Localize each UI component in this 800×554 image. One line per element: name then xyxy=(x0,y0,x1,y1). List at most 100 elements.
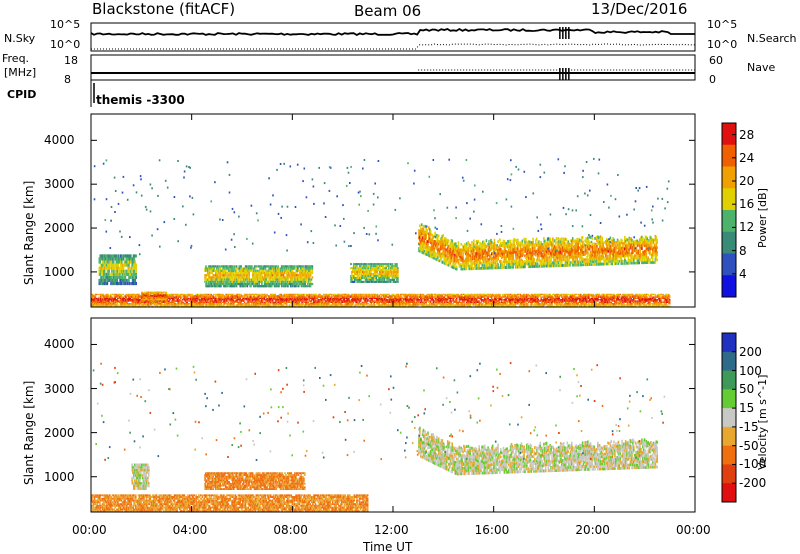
echo-cell xyxy=(297,297,300,300)
echo-cell xyxy=(217,297,220,300)
echo-cell xyxy=(195,297,197,300)
echo-cell xyxy=(295,299,297,301)
echo-cell xyxy=(650,303,652,305)
echo-cell xyxy=(425,301,427,303)
echo-cell xyxy=(524,300,526,302)
echo-cell xyxy=(498,297,500,300)
echo-cell xyxy=(127,300,130,302)
echo-cell xyxy=(391,297,393,300)
echo-cell xyxy=(515,299,517,301)
echo-cell xyxy=(195,293,197,296)
echo-cell xyxy=(116,296,118,298)
echo-cell xyxy=(585,305,587,307)
echo-cell xyxy=(518,305,521,307)
echo-cell xyxy=(663,300,666,302)
echo-cell xyxy=(601,301,604,303)
echo-cell xyxy=(607,303,610,305)
echo-cell xyxy=(314,300,317,302)
echo-cell xyxy=(349,296,352,298)
echo-cell xyxy=(207,296,210,298)
echo-cell xyxy=(310,301,312,303)
echo-cell xyxy=(323,303,326,305)
echo-cell xyxy=(563,300,566,302)
echo-cell xyxy=(224,303,227,305)
echo-cell xyxy=(156,301,159,303)
echo-cell xyxy=(428,293,430,296)
echo-cell xyxy=(248,301,250,303)
echo-cell xyxy=(274,304,276,306)
echo-cell xyxy=(257,300,259,302)
echo-cell xyxy=(153,301,155,303)
echo-cell xyxy=(642,305,644,307)
echo-cell xyxy=(441,295,444,297)
echo-cell xyxy=(191,296,194,298)
echo-cell xyxy=(131,295,133,297)
echo-cell xyxy=(369,305,372,307)
echo-cell xyxy=(572,296,575,298)
echo-cell xyxy=(135,303,138,305)
echo-cell xyxy=(226,303,229,305)
echo-cell xyxy=(157,304,160,306)
echo-cell xyxy=(293,293,295,296)
echo-cell xyxy=(481,300,483,302)
echo-cell xyxy=(191,303,194,305)
echo-cell xyxy=(640,296,642,298)
echo-cell xyxy=(500,296,503,298)
echo-cell xyxy=(91,297,93,300)
echo-cell xyxy=(399,295,401,297)
echo-cell xyxy=(299,304,302,306)
echo-cell xyxy=(118,296,121,298)
echo-cell xyxy=(310,305,312,307)
echo-cell xyxy=(226,295,229,297)
echo-cell xyxy=(566,304,569,306)
echo-cell xyxy=(578,295,580,297)
echo-cell xyxy=(182,295,185,297)
echo-cell xyxy=(383,304,385,306)
echo-cell xyxy=(393,304,396,306)
echo-cell xyxy=(304,305,306,307)
echo-cell xyxy=(109,303,112,305)
echo-cell xyxy=(603,295,605,297)
echo-cell xyxy=(176,295,178,297)
echo-cell xyxy=(345,296,347,298)
echo-cell xyxy=(642,305,645,307)
echo-cell xyxy=(290,295,293,297)
echo-cell xyxy=(514,304,516,306)
echo-cell xyxy=(123,297,125,300)
echo-cell xyxy=(654,293,657,296)
echo-cell xyxy=(327,304,329,306)
echo-cell xyxy=(371,304,373,306)
echo-cell xyxy=(497,303,499,305)
echo-cell xyxy=(607,297,610,300)
echo-cell xyxy=(328,296,330,298)
echo-cell xyxy=(471,293,473,296)
echo-cell xyxy=(640,303,642,305)
echo-cell xyxy=(298,304,301,306)
echo-cell xyxy=(663,295,666,297)
echo-cell xyxy=(393,299,395,301)
echo-cell xyxy=(567,301,569,303)
echo-cell xyxy=(198,303,200,305)
echo-cell xyxy=(214,299,216,301)
echo-cell xyxy=(125,303,127,305)
echo-cell xyxy=(196,304,198,306)
echo-cell xyxy=(586,301,588,303)
echo-cell xyxy=(115,299,117,301)
echo-cell xyxy=(100,263,102,267)
echo-cell xyxy=(253,296,256,298)
echo-cell xyxy=(136,305,139,307)
echo-cell xyxy=(655,300,658,302)
echo-cell xyxy=(295,301,297,303)
echo-cell xyxy=(370,305,373,307)
echo-cell xyxy=(409,301,411,303)
echo-cell xyxy=(255,299,258,301)
echo-cell xyxy=(322,293,325,296)
echo-cell xyxy=(459,299,462,301)
echo-cell xyxy=(521,300,524,302)
echo-cell xyxy=(285,295,287,297)
echo-cell xyxy=(103,272,106,276)
echo-cell xyxy=(105,305,107,307)
echo-cell xyxy=(331,304,333,306)
echo-cell xyxy=(329,300,331,302)
echo-cell xyxy=(274,301,276,303)
